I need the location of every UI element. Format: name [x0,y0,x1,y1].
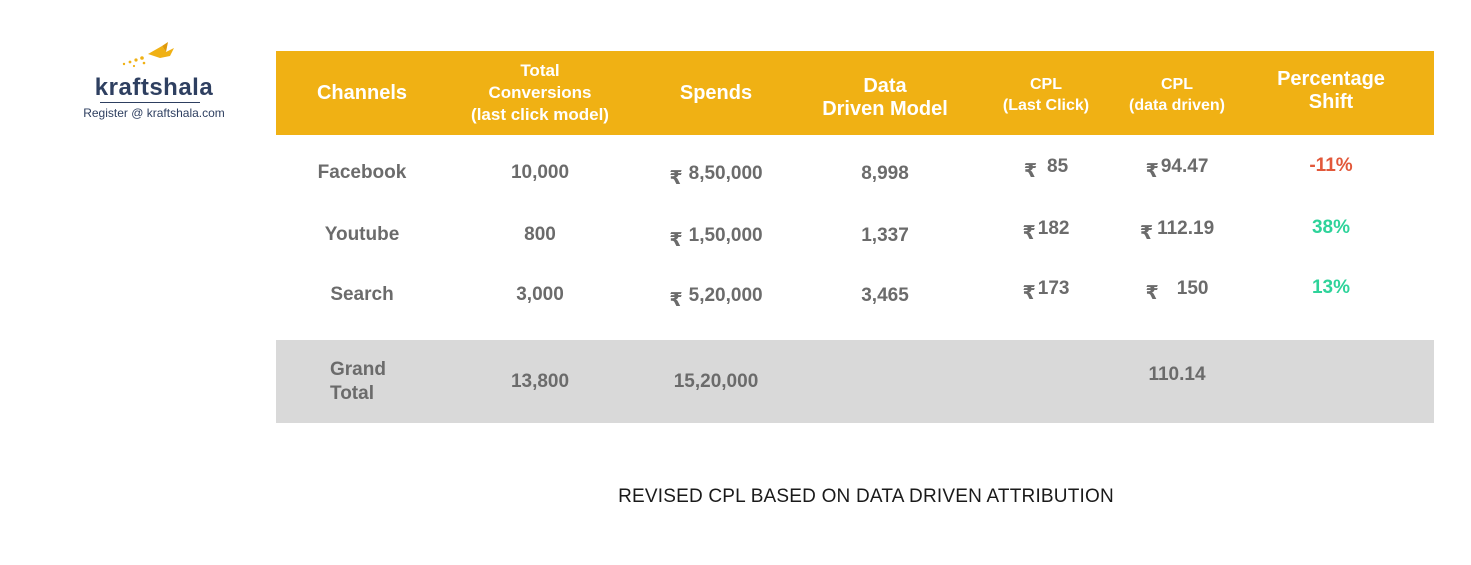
row-search-cpl-data-driven: ₹150 [1110,274,1244,304]
cpl-value: 182 [1037,218,1070,239]
spends-value: 1,50,000 [688,225,763,246]
brand-divider [100,102,200,103]
row-search-channel: Search [330,284,394,305]
grand-total-conversions: 13,800 [510,370,570,392]
header-percentage-shift: Percentage Shift [1277,68,1385,113]
brand-tagline: Register @ kraftshala.com [83,106,225,120]
header-channels: Channels [316,81,408,104]
rupee-icon: ₹ [1139,222,1154,244]
grand-total-cpl-data-driven: 110.14 [1148,364,1206,385]
rupee-icon: ₹ [669,229,683,251]
spends-value: 8,50,000 [688,163,763,184]
cpl-value: 150 [1176,278,1209,299]
row-youtube-channel: Youtube [324,224,400,245]
header-cpl-last-click: CPL (Last Click) [1002,76,1090,114]
row-youtube-data-driven: 1,337 [861,225,909,246]
rupee-icon: ₹ [669,167,683,189]
row-facebook-cpl-data-driven: ₹94.47 [1110,152,1244,182]
table-caption: REVISED CPL BASED ON DATA DRIVEN ATTRIBU… [618,486,1114,507]
row-facebook-cpl-last-click: ₹85 [985,152,1107,182]
header-total-conversions: Total Conversions (last click model) [471,61,609,124]
row-youtube-spends: ₹1,50,000 [632,221,800,251]
row-youtube-shift: 38% [1311,217,1351,238]
header-spends: Spends [679,81,753,104]
row-search-cpl-last-click: ₹173 [985,274,1107,304]
cpl-value: 112.19 [1157,218,1215,239]
grand-total-spends: 15,20,000 [673,370,759,392]
row-facebook-spends: ₹8,50,000 [632,159,800,189]
grand-total-label: Grand Total [330,358,386,404]
row-search-spends: ₹5,20,000 [632,281,800,311]
rupee-icon: ₹ [1022,282,1036,304]
cpl-value: 173 [1037,278,1070,299]
table-header-band [276,51,1434,135]
row-search-data-driven: 3,465 [861,285,909,306]
row-facebook-channel: Facebook [317,162,407,183]
cpl-value: 85 [1047,156,1069,177]
row-facebook-shift: -11% [1309,155,1353,176]
brand-logo: kraftshala Register @ kraftshala.com [72,40,236,130]
brand-name: kraftshala [94,74,214,101]
rupee-icon: ₹ [1023,160,1038,182]
cpl-value: 94.47 [1160,156,1209,177]
spends-value: 5,20,000 [688,285,763,306]
rupee-icon: ₹ [669,289,683,311]
header-cpl-data-driven: CPL (data driven) [1128,76,1225,114]
row-search-shift: 13% [1311,277,1351,298]
grand-total-band [276,340,1434,423]
rupee-icon: ₹ [1022,222,1036,244]
row-facebook-conversions: 10,000 [510,162,570,183]
header-data-driven-model: Data Driven Model [822,75,948,120]
row-youtube-conversions: 800 [524,224,556,245]
row-facebook-data-driven: 8,998 [861,163,909,184]
bird-logo-icon [122,42,174,68]
row-youtube-cpl-last-click: ₹182 [985,214,1107,244]
rupee-icon: ₹ [1145,160,1159,182]
rupee-icon: ₹ [1145,282,1159,304]
row-search-conversions: 3,000 [516,284,564,305]
row-youtube-cpl-data-driven: ₹112.19 [1110,214,1244,244]
